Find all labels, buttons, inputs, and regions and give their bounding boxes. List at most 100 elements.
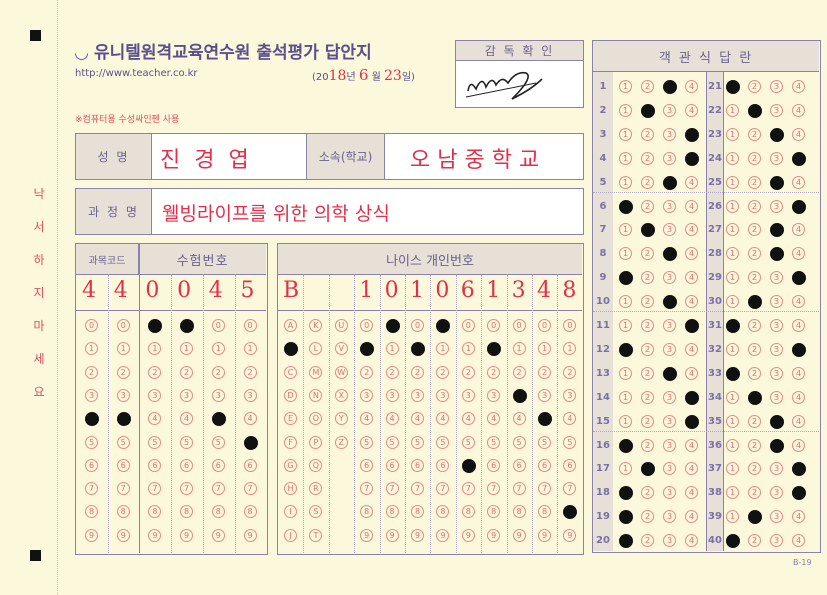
neis-bubble[interactable]: B <box>284 342 298 357</box>
answer-bubble[interactable]: 1 <box>726 319 740 333</box>
answer-bubble[interactable]: 3 <box>770 390 783 404</box>
code-bubble[interactable]: 5 <box>85 435 98 449</box>
answer-bubble[interactable]: 4 <box>685 271 698 285</box>
neis-bubble[interactable]: 6 <box>385 458 399 472</box>
code-bubble[interactable]: 3 <box>211 388 225 402</box>
neis-bubble[interactable]: 9 <box>461 528 475 542</box>
answer-bubble[interactable]: 2 <box>641 319 654 332</box>
answer-bubble[interactable]: 2 <box>748 414 761 428</box>
answer-bubble[interactable]: 2 <box>641 247 654 261</box>
answer-bubble[interactable]: 4 <box>792 319 805 332</box>
neis-bubble[interactable]: H <box>284 482 297 496</box>
answer-bubble[interactable]: 1 <box>619 414 632 428</box>
neis-bubble[interactable]: 6 <box>538 458 551 472</box>
neis-bubble[interactable]: 2 <box>461 365 475 379</box>
neis-bubble[interactable]: D <box>284 388 297 402</box>
code-bubble[interactable]: 0 <box>148 319 163 333</box>
answer-bubble[interactable]: 4 <box>792 366 805 380</box>
neis-bubble[interactable]: 3 <box>360 388 374 402</box>
code-bubble[interactable]: 6 <box>211 458 225 472</box>
code-bubble[interactable]: 9 <box>148 528 162 542</box>
code-bubble[interactable]: 8 <box>148 505 162 519</box>
neis-bubble[interactable]: 3 <box>461 388 475 402</box>
answer-bubble[interactable]: 4 <box>792 151 806 166</box>
answer-bubble[interactable]: 2 <box>748 366 761 380</box>
answer-bubble[interactable]: 2 <box>641 366 654 380</box>
code-bubble[interactable]: 8 <box>85 505 98 519</box>
neis-bubble[interactable]: 4 <box>512 412 526 426</box>
neis-bubble[interactable]: 3 <box>411 388 424 402</box>
code-bubble[interactable]: 4 <box>211 412 226 427</box>
answer-bubble[interactable]: 3 <box>663 271 676 285</box>
neis-bubble[interactable]: 0 <box>385 319 400 333</box>
neis-bubble[interactable]: 7 <box>512 482 526 496</box>
neis-bubble[interactable]: 2 <box>385 365 399 379</box>
answer-bubble[interactable]: 1 <box>726 534 740 549</box>
neis-bubble[interactable]: 8 <box>436 505 450 519</box>
answer-bubble[interactable]: 2 <box>641 199 654 213</box>
answer-bubble[interactable]: 2 <box>641 462 655 477</box>
code-bubble[interactable]: 2 <box>116 365 130 379</box>
neis-bubble[interactable]: 8 <box>538 505 551 519</box>
code-bubble[interactable]: 9 <box>116 528 130 542</box>
answer-bubble[interactable]: 3 <box>663 151 676 165</box>
answer-bubble[interactable]: 2 <box>748 390 762 405</box>
answer-bubble[interactable]: 1 <box>619 486 633 501</box>
answer-bubble[interactable]: 4 <box>792 342 806 357</box>
neis-bubble[interactable]: A <box>284 319 297 332</box>
code-bubble[interactable]: 0 <box>180 319 195 333</box>
answer-bubble[interactable]: 4 <box>685 414 699 429</box>
answer-bubble[interactable]: 3 <box>770 103 783 117</box>
neis-bubble[interactable]: 4 <box>563 412 577 426</box>
neis-bubble[interactable]: G <box>284 458 297 472</box>
code-bubble[interactable]: 1 <box>116 342 130 356</box>
answer-bubble[interactable]: 4 <box>792 271 806 286</box>
neis-bubble[interactable]: 8 <box>360 505 374 519</box>
neis-bubble[interactable]: 1 <box>563 342 577 356</box>
answer-bubble[interactable]: 3 <box>770 462 783 476</box>
neis-bubble[interactable]: 8 <box>461 505 475 519</box>
answer-bubble[interactable]: 2 <box>641 534 654 548</box>
answer-bubble[interactable]: 3 <box>663 295 677 310</box>
neis-bubble[interactable]: 5 <box>538 435 551 449</box>
answer-bubble[interactable]: 2 <box>748 342 761 356</box>
answer-bubble[interactable]: 3 <box>770 319 783 332</box>
answer-bubble[interactable]: 2 <box>748 103 762 118</box>
answer-bubble[interactable]: 1 <box>619 366 632 380</box>
code-bubble[interactable]: 2 <box>243 365 257 379</box>
neis-bubble[interactable]: Z <box>334 435 348 449</box>
answer-bubble[interactable]: 1 <box>726 271 739 285</box>
neis-bubble[interactable]: 8 <box>563 505 578 520</box>
neis-bubble[interactable]: 4 <box>385 412 399 426</box>
answer-bubble[interactable]: 4 <box>792 390 805 404</box>
code-bubble[interactable]: 3 <box>180 388 194 402</box>
code-bubble[interactable]: 3 <box>148 388 162 402</box>
neis-bubble[interactable]: O <box>309 412 323 426</box>
neis-bubble[interactable]: 5 <box>436 435 450 449</box>
neis-bubble[interactable]: J <box>284 528 297 542</box>
answer-bubble[interactable]: 1 <box>619 103 632 117</box>
neis-bubble[interactable]: 0 <box>436 319 451 333</box>
neis-bubble[interactable]: C <box>284 365 297 379</box>
code-bubble[interactable]: 6 <box>148 458 162 472</box>
code-bubble[interactable]: 8 <box>116 505 130 519</box>
answer-bubble[interactable]: 3 <box>770 175 784 190</box>
code-bubble[interactable]: 9 <box>85 528 98 542</box>
neis-bubble[interactable]: 5 <box>563 435 577 449</box>
neis-bubble[interactable]: 0 <box>487 319 501 332</box>
code-bubble[interactable]: 1 <box>148 342 162 356</box>
neis-bubble[interactable]: 1 <box>411 342 425 357</box>
answer-bubble[interactable]: 1 <box>619 462 632 476</box>
answer-bubble[interactable]: 4 <box>685 151 699 166</box>
answer-bubble[interactable]: 1 <box>726 366 740 381</box>
neis-bubble[interactable]: 7 <box>538 482 551 496</box>
answer-bubble[interactable]: 2 <box>748 247 761 261</box>
neis-bubble[interactable]: 4 <box>487 412 501 426</box>
answer-bubble[interactable]: 2 <box>748 199 761 213</box>
neis-bubble[interactable]: 9 <box>512 528 526 542</box>
neis-bubble[interactable]: 3 <box>385 388 399 402</box>
neis-bubble[interactable]: 6 <box>411 458 424 472</box>
neis-bubble[interactable]: 9 <box>436 528 450 542</box>
neis-bubble[interactable]: 6 <box>512 458 526 472</box>
code-bubble[interactable]: 6 <box>85 458 98 472</box>
